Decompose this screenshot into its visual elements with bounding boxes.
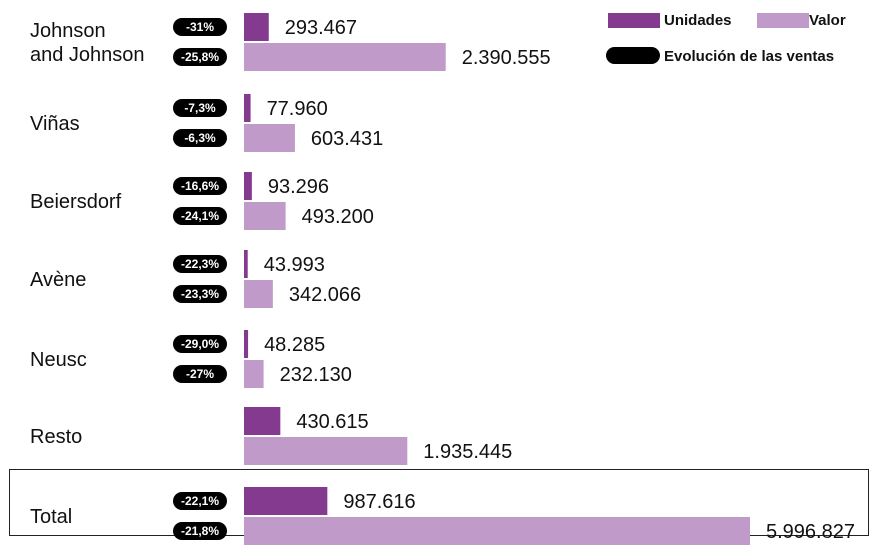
bar-valor [244,43,446,71]
evolution-label-unidades: -7,3% [184,101,216,115]
value-label-unidades: 293.467 [285,17,357,39]
bar-unidades [244,487,328,515]
value-label-unidades: 430.615 [296,411,368,433]
evolution-badge-valor [173,285,227,303]
evolution-badge-unidades [173,18,227,36]
bar-unidades [244,250,248,278]
bar-unidades [244,407,281,435]
value-label-valor: 603.431 [311,128,383,150]
evolution-badge-valor [173,365,227,383]
category-label: Total [30,506,72,528]
row-avene: Avène 43.993 -22,3% 342.066 -23,3% [30,250,361,308]
category-label: and Johnson [30,44,145,66]
bar-valor [244,124,295,152]
evolution-badge-valor [173,207,227,225]
evolution-badge-valor [173,522,227,540]
evolution-badge-valor [173,48,227,66]
row-beiersdorf: Beiersdorf 93.296 -16,6% 493.200 -24,1% [30,172,374,230]
value-label-valor: 2.390.555 [462,47,551,69]
category-label: Resto [30,426,82,448]
legend-swatch-evolucion [606,47,660,64]
evolution-label-valor: -6,3% [184,131,216,145]
evolution-badge-valor [173,129,227,147]
evolution-label-unidades: -22,1% [181,494,219,508]
evolution-badge-unidades [173,255,227,273]
evolution-label-valor: -21,8% [181,524,219,538]
legend-swatch-valor [757,13,809,28]
row-neusc: Neusc 48.285 -29,0% 232.130 -27% [30,330,352,388]
value-label-unidades: 77.960 [267,98,328,120]
legend-label-evolucion: Evolución de las ventas [664,48,834,65]
category-label: Neusc [30,349,87,371]
evolution-badge-unidades [173,335,227,353]
category-label: Viñas [30,113,80,135]
bar-unidades [244,172,252,200]
bar-valor [244,437,408,465]
evolution-badge-unidades [173,99,227,117]
evolution-label-valor: -24,1% [181,209,219,223]
row-resto: Resto 430.615 1.935.445 [30,407,512,465]
evolution-badge-unidades [173,177,227,195]
row-vinas: Viñas 77.960 -7,3% 603.431 -6,3% [30,94,383,152]
value-label-valor: 493.200 [302,206,374,228]
bar-valor [244,280,273,308]
bar-valor [244,517,750,545]
value-label-valor: 342.066 [289,284,361,306]
legend-swatch-unidades [608,13,660,28]
bar-valor [244,360,264,388]
evolution-label-valor: -23,3% [181,287,219,301]
value-label-unidades: 93.296 [268,176,329,198]
category-label: Johnson [30,20,106,42]
bar-unidades [244,94,251,122]
value-label-unidades: 48.285 [264,334,325,356]
legend: Unidades Valor Evolución de las ventas [606,12,846,65]
category-label: Beiersdorf [30,191,122,213]
legend-label-valor: Valor [809,12,846,29]
value-label-valor: 232.130 [280,364,352,386]
value-label-valor: 5.996.827 [766,521,855,543]
evolution-label-valor: -27% [186,367,214,381]
evolution-label-valor: -25,8% [181,50,219,64]
evolution-label-unidades: -22,3% [181,257,219,271]
bar-valor [244,202,286,230]
row-total: Total 987.616 -22,1% 5.996.827 -21,8% [30,487,855,545]
value-label-unidades: 987.616 [343,491,415,513]
evolution-badge-unidades [173,492,227,510]
category-label: Avène [30,269,86,291]
value-label-unidades: 43.993 [264,254,325,276]
value-label-valor: 1.935.445 [423,441,512,463]
evolution-label-unidades: -29,0% [181,337,219,351]
evolution-label-unidades: -16,6% [181,179,219,193]
bar-unidades [244,13,269,41]
bar-unidades [244,330,249,358]
evolution-label-unidades: -31% [186,20,214,34]
legend-label-unidades: Unidades [664,12,732,29]
